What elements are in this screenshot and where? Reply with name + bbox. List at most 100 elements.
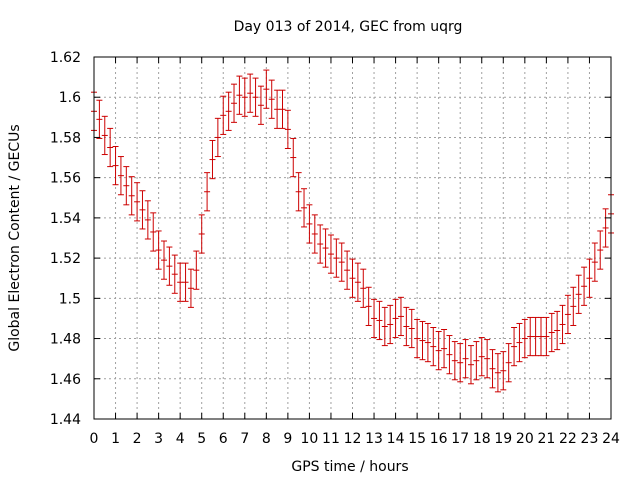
data-point <box>484 339 491 379</box>
data-point <box>446 335 453 375</box>
data-point <box>117 156 124 196</box>
x-tick-label: 2 <box>133 431 142 447</box>
x-tick-label: 8 <box>262 431 271 447</box>
data-point <box>349 258 356 298</box>
data-point <box>290 137 297 178</box>
data-point <box>543 316 550 357</box>
data-point <box>274 89 281 129</box>
data-point <box>317 224 324 264</box>
data-point <box>462 339 469 379</box>
data-point <box>257 85 264 125</box>
y-tick-label: 1.56 <box>50 171 81 187</box>
chart-title: Day 013 of 2014, GEC from uqrg <box>234 19 463 35</box>
x-tick-label: 13 <box>365 431 383 447</box>
data-point <box>327 234 334 274</box>
data-point <box>301 188 308 228</box>
data-point <box>376 300 383 341</box>
data-point <box>397 296 404 337</box>
data-point <box>187 268 194 308</box>
data-point <box>591 242 598 282</box>
data-point <box>306 204 313 244</box>
y-tick-label: 1.58 <box>50 130 81 146</box>
x-tick-label: 21 <box>537 431 555 447</box>
data-point <box>209 139 216 180</box>
y-tick-label: 1.48 <box>50 332 81 348</box>
x-tick-label: 14 <box>387 431 405 447</box>
data-point <box>489 349 496 389</box>
data-point <box>333 238 340 278</box>
data-point <box>548 312 555 353</box>
x-tick-label: 12 <box>344 431 362 447</box>
y-tick-label: 1.6 <box>59 90 81 106</box>
data-point <box>537 316 544 357</box>
x-tick-label: 0 <box>90 431 99 447</box>
data-point <box>365 286 372 326</box>
data-point <box>139 190 146 230</box>
data-point <box>408 308 415 349</box>
data-point <box>564 294 571 335</box>
data-point <box>279 89 286 129</box>
data-point <box>392 298 399 339</box>
data-point <box>171 254 178 294</box>
data-point <box>354 262 361 302</box>
x-tick-label: 16 <box>430 431 448 447</box>
data-point <box>532 316 539 357</box>
data-point <box>311 214 318 254</box>
x-tick-label: 24 <box>602 431 620 447</box>
data-point <box>521 318 528 359</box>
data-point <box>128 176 135 216</box>
data-point <box>602 208 609 248</box>
data-point <box>597 230 604 270</box>
data-point <box>241 77 248 117</box>
data-point <box>268 79 275 119</box>
data-point <box>387 304 394 345</box>
x-tick-label: 6 <box>219 431 228 447</box>
data-point <box>344 250 351 290</box>
data-point <box>182 262 189 302</box>
data-point <box>96 99 103 139</box>
data-point <box>467 345 474 385</box>
data-point <box>478 337 485 377</box>
data-point <box>101 115 108 156</box>
data-point <box>247 73 254 113</box>
data-point <box>193 250 200 290</box>
data-point <box>457 343 464 383</box>
data-point <box>516 322 523 363</box>
data-point <box>430 326 437 367</box>
data-point <box>371 298 378 339</box>
data-point <box>473 341 480 381</box>
data-point <box>204 172 211 212</box>
x-tick-label: 1 <box>111 431 120 447</box>
x-tick-label: 18 <box>473 431 491 447</box>
data-point <box>112 145 119 186</box>
x-axis-label: GPS time / hours <box>291 459 408 475</box>
data-point <box>554 310 561 351</box>
x-tick-label: 10 <box>301 431 319 447</box>
data-point <box>419 320 426 361</box>
data-point <box>424 322 431 363</box>
data-point <box>435 331 442 371</box>
data-point <box>177 262 184 302</box>
data-point <box>107 127 114 168</box>
x-tick-label: 9 <box>283 431 292 447</box>
data-point <box>559 304 566 345</box>
data-point <box>500 351 507 391</box>
y-tick-label: 1.46 <box>50 372 81 388</box>
data-point <box>214 117 221 158</box>
y-tick-label: 1.5 <box>59 291 81 307</box>
data-point <box>441 329 448 369</box>
data-point <box>144 200 151 240</box>
data-point <box>451 341 458 381</box>
data-point <box>575 274 582 314</box>
x-tick-label: 22 <box>559 431 577 447</box>
data-point <box>155 230 162 270</box>
y-axis-label: Global Electron Content / GECUs <box>7 124 23 351</box>
data-point <box>236 75 243 115</box>
data-point <box>150 212 157 252</box>
data-point <box>252 77 259 117</box>
x-tick-label: 3 <box>154 431 163 447</box>
data-point <box>527 316 534 357</box>
data-point <box>511 326 518 367</box>
data-point <box>360 268 367 308</box>
